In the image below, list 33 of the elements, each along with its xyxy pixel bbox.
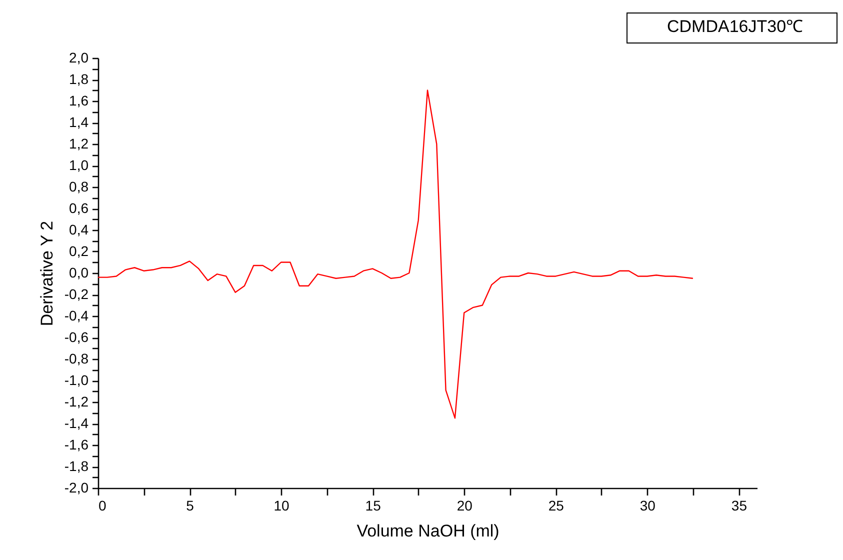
y-tick-label: -0,8 [64,350,89,366]
y-tick-label: 0,8 [69,178,89,194]
x-tick-label: 20 [456,498,473,514]
line-series [98,90,694,419]
y-tick-label: 1,0 [69,157,89,173]
x-tick-label: 35 [731,498,748,514]
x-tick-label: 25 [548,498,564,514]
x-axis-title: Volume NaOH (ml) [356,522,500,540]
y-tick-label: -1,0 [64,372,89,388]
x-tick-label: 10 [274,498,290,514]
y-tick-label: -1,4 [64,415,89,431]
y-tick-label: 1,2 [69,136,89,152]
y-tick-label: 1,4 [69,114,89,130]
y-tick-label: 1,6 [69,92,89,108]
y-tick-label: 0,6 [69,200,89,216]
text: CDMDA16JT30℃ [666,17,804,36]
y-axis-title: Derivative Y 2 [37,220,56,326]
y-tick-label: 2,0 [69,50,89,66]
y-tick-label: 0,2 [69,243,89,259]
y-tick-label: -0,4 [64,308,89,324]
x-tick-label: 15 [365,498,382,514]
y-tick-label: -1,6 [64,436,89,452]
y-tick-label: -0,6 [64,329,89,345]
x-tick-label: 30 [640,498,656,514]
y-tick-label: -0,2 [64,286,89,302]
x-tick-label: 5 [186,498,194,514]
y-tick-label: 0,4 [69,222,89,238]
x-tick-label: 0 [98,498,106,514]
y-tick-label: 0,0 [69,264,89,280]
y-tick-label: 1,8 [69,71,89,87]
y-tick-label: -2,0 [64,480,89,496]
y-tick-label: -1,8 [64,458,89,474]
y-tick-label: -1,2 [64,394,89,410]
